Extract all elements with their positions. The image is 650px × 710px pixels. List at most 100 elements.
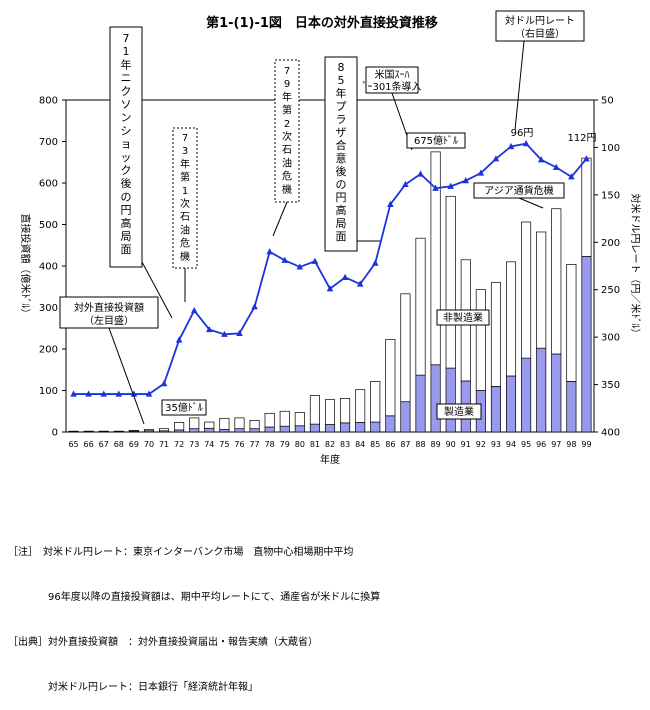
bar-non-manufacturing-69 xyxy=(129,430,138,431)
footnote-3: ［出典］対外直接投資額 ：対外直接投資届出・報告実績（大蔵省） xyxy=(8,635,380,650)
x-tick-label: 86 xyxy=(385,440,395,449)
bar-non-manufacturing-94 xyxy=(506,262,515,376)
bar-non-manufacturing-99 xyxy=(582,158,591,256)
footnote-4: 対米ドル円レート：日本銀行「経済統計年報」 xyxy=(8,680,380,695)
rate-point-78 xyxy=(266,248,273,254)
annotation-112yen: 112円 xyxy=(567,133,596,144)
x-tick-label: 71 xyxy=(159,440,169,449)
x-tick-label: 87 xyxy=(400,440,410,449)
y-tick-label: 700 xyxy=(39,137,58,148)
y2-tick-label: 400 xyxy=(601,428,620,439)
annotation-35oku: 35億ﾄﾞﾙ xyxy=(165,401,203,414)
bar-manufacturing-78 xyxy=(265,427,274,432)
bar-non-manufacturing-74 xyxy=(205,422,214,428)
footnote-1: ［注］ 対米ドル円レート：東京インターバンク市場 直物中心相場期中平均 xyxy=(8,545,380,560)
x-tick-label: 94 xyxy=(506,440,516,449)
x-tick-label: 77 xyxy=(249,440,259,449)
x-tick-label: 99 xyxy=(581,440,591,449)
annotation-super301-line2: ﾟｰ301条導入 xyxy=(362,80,421,93)
annotation-96yen: 96円 xyxy=(511,128,534,139)
rate-point-71 xyxy=(161,380,168,386)
bar-manufacturing-98 xyxy=(567,381,576,432)
legend-manufacturing: 製造業 xyxy=(444,405,474,418)
x-tick-label: 68 xyxy=(114,440,124,449)
rate-point-77 xyxy=(251,303,258,309)
bar-non-manufacturing-84 xyxy=(355,390,364,423)
bar-non-manufacturing-72 xyxy=(174,422,183,429)
y2-tick-label: 250 xyxy=(601,285,620,296)
bar-non-manufacturing-97 xyxy=(552,209,561,354)
annotation-fdi-legend-line2: （左目盛） xyxy=(84,314,134,327)
rate-point-95 xyxy=(523,140,530,146)
bar-manufacturing-90 xyxy=(446,368,455,432)
bar-non-manufacturing-88 xyxy=(416,238,425,375)
rate-point-83 xyxy=(342,274,349,280)
x-tick-label: 85 xyxy=(370,440,380,449)
x-tick-label: 83 xyxy=(340,440,350,449)
bar-manufacturing-89 xyxy=(431,365,440,432)
bar-non-manufacturing-82 xyxy=(325,400,334,425)
bar-non-manufacturing-80 xyxy=(295,412,304,425)
bar-manufacturing-73 xyxy=(190,429,199,432)
x-tick-label: 78 xyxy=(265,440,275,449)
x-axis-label: 年度 xyxy=(320,453,340,466)
annotation-super301-line1: 米国ｽｰﾊ xyxy=(375,68,410,81)
bar-manufacturing-74 xyxy=(205,428,214,432)
x-tick-label: 95 xyxy=(521,440,531,449)
y2-tick-label: 150 xyxy=(601,190,620,201)
x-tick-label: 97 xyxy=(551,440,561,449)
x-tick-label: 98 xyxy=(566,440,576,449)
y-tick-label: 400 xyxy=(39,262,58,273)
bar-non-manufacturing-89 xyxy=(431,152,440,365)
x-tick-label: 93 xyxy=(491,440,501,449)
bar-manufacturing-75 xyxy=(220,430,229,432)
annotation-675oku: 675億ﾄﾞﾙ xyxy=(414,134,458,147)
x-tick-label: 75 xyxy=(219,440,229,449)
rate-point-81 xyxy=(312,258,319,264)
y-tick-label: 800 xyxy=(39,96,58,107)
bar-non-manufacturing-98 xyxy=(567,264,576,381)
legend-non-manufacturing: 非製造業 xyxy=(443,311,483,324)
y-tick-label: 0 xyxy=(52,428,58,439)
bar-manufacturing-85 xyxy=(371,422,380,432)
bar-non-manufacturing-75 xyxy=(220,418,229,429)
x-tick-label: 69 xyxy=(129,440,139,449)
x-tick-label: 67 xyxy=(99,440,109,449)
bar-manufacturing-84 xyxy=(355,422,364,432)
bar-manufacturing-96 xyxy=(537,348,546,432)
rate-point-73 xyxy=(191,307,198,313)
bar-manufacturing-83 xyxy=(340,423,349,432)
bar-non-manufacturing-96 xyxy=(537,232,546,348)
bar-non-manufacturing-90 xyxy=(446,196,455,368)
x-tick-label: 90 xyxy=(446,440,456,449)
bar-non-manufacturing-71 xyxy=(159,429,168,431)
x-tick-label: 65 xyxy=(68,440,78,449)
annotation-fdi-legend-line1: 対外直接投資額 xyxy=(74,301,144,314)
x-tick-label: 89 xyxy=(431,440,441,449)
bar-manufacturing-99 xyxy=(582,256,591,432)
bar-manufacturing-81 xyxy=(310,424,319,432)
footnotes: ［注］ 対米ドル円レート：東京インターバンク市場 直物中心相場期中平均 96年度… xyxy=(8,515,380,710)
bar-manufacturing-80 xyxy=(295,426,304,432)
rate-point-85 xyxy=(372,260,379,266)
bar-non-manufacturing-76 xyxy=(235,418,244,429)
y2-tick-label: 100 xyxy=(601,143,620,154)
x-tick-label: 92 xyxy=(476,440,486,449)
bar-non-manufacturing-93 xyxy=(491,283,500,387)
x-tick-label: 66 xyxy=(84,440,94,449)
y-tick-label: 300 xyxy=(39,303,58,314)
annotation-rate-legend-line1: 対ドル円レート xyxy=(505,14,575,27)
bar-non-manufacturing-83 xyxy=(340,398,349,422)
x-tick-label: 91 xyxy=(461,440,471,449)
bar-manufacturing-97 xyxy=(552,354,561,432)
bar-non-manufacturing-77 xyxy=(250,420,259,428)
x-tick-label: 80 xyxy=(295,440,305,449)
bar-manufacturing-76 xyxy=(235,429,244,432)
bar-manufacturing-82 xyxy=(325,425,334,432)
bar-manufacturing-86 xyxy=(386,416,395,432)
y-tick-label: 500 xyxy=(39,220,58,231)
bar-non-manufacturing-78 xyxy=(265,413,274,427)
bar-non-manufacturing-81 xyxy=(310,395,319,424)
